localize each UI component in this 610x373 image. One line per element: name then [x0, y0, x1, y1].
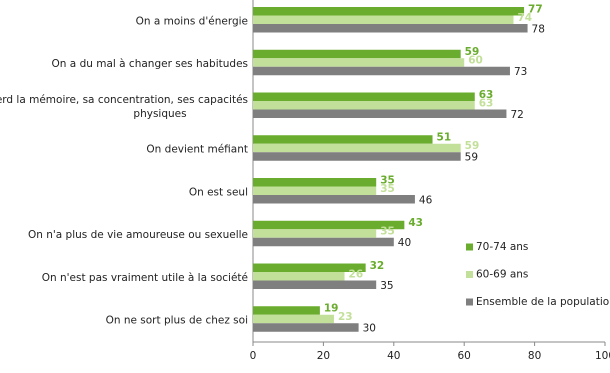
bar	[253, 220, 405, 230]
bar	[253, 152, 461, 161]
category-label: On n'a plus de vie amoureuse ou sexuelle	[28, 229, 248, 241]
value-label: 35	[380, 183, 395, 195]
bar	[253, 143, 461, 153]
bar	[253, 24, 528, 33]
category-label: On ne sort plus de chez soi	[106, 315, 248, 327]
legend-label: Ensemble de la population	[476, 296, 610, 308]
bar	[253, 92, 475, 101]
bar	[253, 229, 377, 238]
value-label: 59	[465, 46, 480, 58]
category-label: On a moins d'énergie	[136, 15, 248, 27]
legend-label: 60-69 ans	[476, 269, 528, 281]
bar	[253, 280, 377, 289]
x-tick-label: 20	[317, 350, 330, 362]
value-label: 59	[465, 140, 480, 152]
value-label: 19	[324, 303, 339, 315]
bar	[253, 237, 394, 247]
value-label: 63	[479, 97, 494, 109]
legend-swatch	[466, 271, 473, 278]
bar	[253, 272, 345, 281]
category-label-line: On perd la mémoire, sa concentration, se…	[0, 94, 248, 106]
value-label: 51	[437, 132, 452, 144]
legend-swatch	[466, 298, 473, 306]
bar	[253, 135, 433, 144]
category-label: On n'est pas vraiment utile à la société	[42, 272, 248, 284]
value-label: 40	[398, 237, 411, 249]
value-label: 30	[363, 323, 376, 335]
value-label: 43	[408, 217, 423, 229]
x-tick-label: 60	[458, 350, 471, 362]
bar	[253, 58, 465, 67]
value-label: 73	[514, 66, 527, 78]
x-tick-label: 100	[595, 350, 610, 362]
value-label: 63	[479, 89, 494, 101]
bar	[253, 195, 415, 204]
bar	[253, 15, 514, 24]
value-label: 35	[380, 280, 393, 292]
value-label: 78	[532, 23, 545, 35]
bar	[253, 263, 366, 272]
bar	[253, 323, 359, 332]
bar	[253, 101, 475, 110]
bar	[253, 49, 461, 59]
value-label: 23	[338, 311, 353, 323]
x-tick-label: 40	[387, 350, 400, 362]
value-label: 35	[380, 226, 395, 238]
legend-label: 70-74 ans	[476, 241, 528, 253]
value-label: 60	[468, 55, 483, 67]
value-label: 35	[380, 174, 395, 186]
category-label: On perd la mémoire, sa concentration, se…	[0, 94, 248, 120]
x-tick-label: 80	[528, 350, 541, 362]
x-tick-label: 0	[250, 350, 257, 362]
category-label-line: physiques	[133, 108, 186, 120]
category-label: On est seul	[189, 186, 248, 198]
value-label: 46	[419, 194, 433, 206]
bar	[253, 66, 510, 76]
value-label: 77	[528, 3, 543, 15]
bar	[253, 7, 525, 16]
value-label: 26	[349, 268, 364, 280]
value-label: 72	[510, 109, 523, 121]
bar	[253, 314, 334, 324]
legend-swatch	[466, 243, 473, 251]
category-label: On a du mal à changer ses habitudes	[52, 58, 248, 70]
value-label: 59	[465, 152, 478, 164]
value-label: 32	[370, 260, 385, 272]
bar	[253, 186, 377, 195]
bar	[253, 109, 507, 118]
category-label: On devient méfiant	[146, 144, 248, 156]
value-label: 74	[517, 12, 532, 24]
bar	[253, 306, 320, 315]
bar	[253, 178, 377, 187]
